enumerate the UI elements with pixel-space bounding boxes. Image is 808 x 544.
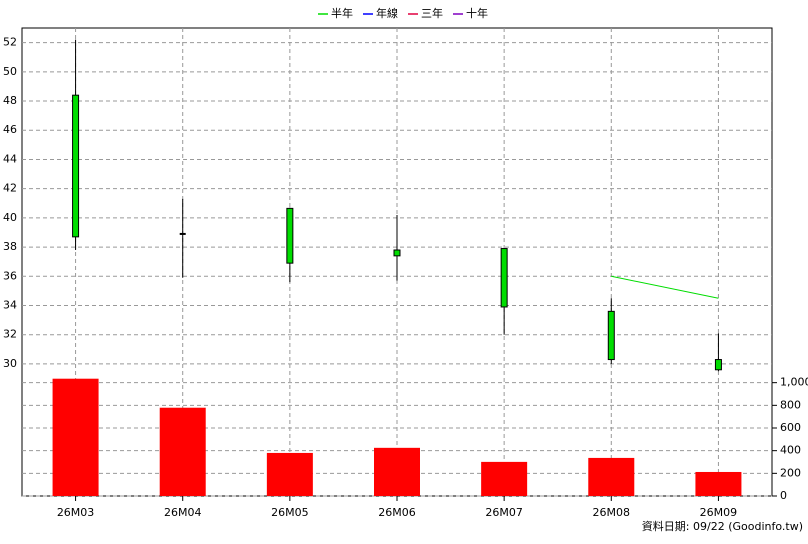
volume-bar [481, 461, 528, 496]
y-tick-label: 36 [3, 269, 17, 282]
x-tick-label: 26M03 [57, 506, 95, 519]
y-tick-label: 34 [3, 299, 17, 312]
volume-bar [159, 407, 206, 496]
y2-tick-label: 200 [780, 466, 801, 479]
candle-body [393, 249, 401, 257]
y2-tick-label: 600 [780, 421, 801, 434]
footnote: 資料日期: 09/22 (Goodinfo.tw) [642, 519, 803, 533]
x-tick-label: 26M06 [378, 506, 416, 519]
candle-body [286, 207, 294, 264]
y-tick-label: 50 [3, 65, 17, 78]
y-tick-label: 46 [3, 123, 17, 136]
y-tick-label: 42 [3, 182, 17, 195]
legend-label: 半年 [331, 6, 353, 20]
y2-tick-label: 1,000 [780, 376, 808, 389]
x-tick-label: 26M07 [485, 506, 523, 519]
legend-label: 年線 [376, 6, 398, 20]
candle-body [607, 310, 615, 361]
volume-bar [695, 471, 742, 496]
candle-body [500, 248, 508, 308]
y-tick-label: 44 [3, 152, 17, 165]
y-tick-label: 32 [3, 328, 17, 341]
y-tick-label: 38 [3, 240, 17, 253]
candle-body [714, 359, 722, 371]
y-tick-label: 52 [3, 36, 17, 49]
candle-body [72, 94, 80, 238]
x-tick-label: 26M04 [164, 506, 202, 519]
volume-bar [588, 457, 635, 496]
y-tick-label: 30 [3, 357, 17, 370]
volume-bar [266, 452, 313, 496]
volume-bar [52, 378, 99, 496]
y-tick-label: 48 [3, 94, 17, 107]
x-tick-label: 26M05 [271, 506, 309, 519]
ma-line [611, 275, 719, 299]
y-tick-label: 40 [3, 211, 17, 224]
x-tick-label: 26M09 [700, 506, 738, 519]
legend-label: 三年 [421, 6, 443, 20]
y2-tick-label: 800 [780, 398, 801, 411]
x-tick-label: 26M08 [593, 506, 631, 519]
legend-label: 十年 [466, 6, 488, 20]
y2-tick-label: 0 [780, 489, 787, 502]
y2-tick-label: 400 [780, 444, 801, 457]
volume-bar [374, 447, 420, 496]
